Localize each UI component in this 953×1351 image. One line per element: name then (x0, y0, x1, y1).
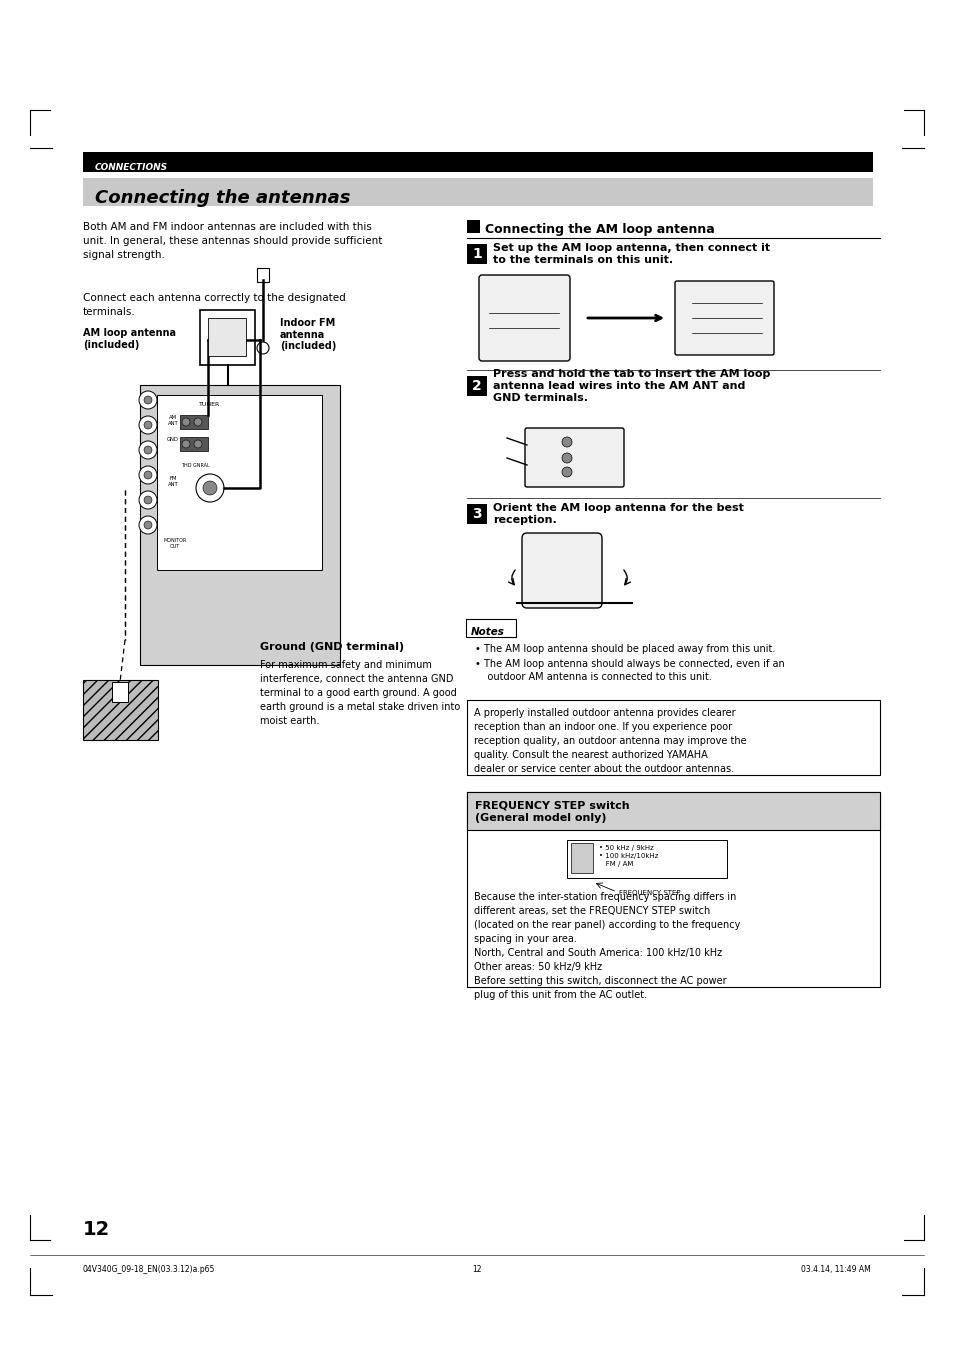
FancyBboxPatch shape (524, 428, 623, 486)
Text: 1: 1 (472, 247, 481, 261)
Bar (140, 385, 339, 665)
Text: Indoor FM
antenna
(included): Indoor FM antenna (included) (280, 317, 336, 351)
Text: 12: 12 (83, 1220, 111, 1239)
Text: Ground (GND terminal): Ground (GND terminal) (260, 642, 404, 653)
FancyBboxPatch shape (465, 619, 516, 638)
Bar (112, 682, 128, 703)
Text: 12: 12 (472, 1265, 481, 1274)
Circle shape (139, 466, 157, 484)
Circle shape (144, 521, 152, 530)
FancyBboxPatch shape (478, 276, 569, 361)
Circle shape (193, 440, 202, 449)
Bar (180, 436, 208, 451)
Bar (208, 317, 246, 357)
Bar (200, 309, 254, 365)
Circle shape (139, 390, 157, 409)
FancyBboxPatch shape (675, 281, 773, 355)
Circle shape (144, 422, 152, 430)
Bar (467, 792, 879, 988)
Circle shape (139, 516, 157, 534)
Circle shape (139, 440, 157, 459)
Circle shape (182, 417, 190, 426)
Text: Press and hold the tab to insert the AM loop
antenna lead wires into the AM ANT : Press and hold the tab to insert the AM … (493, 369, 770, 403)
Text: For maximum safety and minimum
interference, connect the antenna GND
terminal to: For maximum safety and minimum interfere… (260, 661, 459, 725)
Text: • The AM loop antenna should always be connected, even if an
    outdoor AM ante: • The AM loop antenna should always be c… (475, 659, 784, 682)
Text: • 50 kHz / 9kHz
• 100 kHz/10kHz
   FM / AM: • 50 kHz / 9kHz • 100 kHz/10kHz FM / AM (598, 844, 658, 867)
Circle shape (193, 417, 202, 426)
Text: Connect each antenna correctly to the designated
terminals.: Connect each antenna correctly to the de… (83, 293, 345, 317)
Bar (467, 700, 879, 775)
Text: FREQUENCY STEP switch
(General model only): FREQUENCY STEP switch (General model onl… (475, 801, 629, 823)
Text: 03.4.14, 11:49 AM: 03.4.14, 11:49 AM (801, 1265, 870, 1274)
Text: 04V340G_09-18_EN(03.3.12)a.p65: 04V340G_09-18_EN(03.3.12)a.p65 (83, 1265, 215, 1274)
Text: AM loop antenna
(included): AM loop antenna (included) (83, 328, 175, 350)
Text: MONITOR
OUT: MONITOR OUT (163, 538, 187, 549)
Text: 3: 3 (472, 507, 481, 521)
Text: A properly installed outdoor antenna provides clearer
reception than an indoor o: A properly installed outdoor antenna pro… (474, 708, 746, 774)
Bar (467, 504, 486, 524)
FancyBboxPatch shape (521, 534, 601, 608)
Text: Orient the AM loop antenna for the best
reception.: Orient the AM loop antenna for the best … (493, 503, 743, 524)
Circle shape (256, 342, 269, 354)
Bar (83, 680, 158, 740)
Text: 2: 2 (472, 380, 481, 393)
Text: GND: GND (167, 436, 179, 442)
Text: Both AM and FM indoor antennas are included with this
unit. In general, these an: Both AM and FM indoor antennas are inclu… (83, 222, 382, 259)
Bar (566, 840, 726, 878)
Circle shape (182, 440, 190, 449)
Bar (467, 220, 479, 232)
Text: CONNECTIONS: CONNECTIONS (95, 162, 168, 172)
Bar (157, 394, 322, 570)
Text: FREQUENCY STEP: FREQUENCY STEP (618, 890, 679, 896)
Circle shape (144, 471, 152, 480)
Circle shape (144, 496, 152, 504)
Bar (180, 415, 208, 430)
Text: AM
ANT: AM ANT (168, 415, 178, 426)
Text: Because the inter-station frequency spacing differs in
different areas, set the : Because the inter-station frequency spac… (474, 892, 740, 1000)
Circle shape (195, 474, 224, 503)
Circle shape (561, 467, 572, 477)
Text: Notes: Notes (471, 627, 504, 638)
Circle shape (561, 453, 572, 463)
Text: • The AM loop antenna should be placed away from this unit.: • The AM loop antenna should be placed a… (475, 644, 775, 654)
Bar (467, 792, 879, 830)
Bar (83, 153, 872, 172)
Bar (467, 245, 486, 263)
Text: Connecting the antennas: Connecting the antennas (95, 189, 350, 207)
Circle shape (139, 490, 157, 509)
Text: FM
ANT: FM ANT (168, 476, 178, 486)
Bar (571, 843, 593, 873)
Text: Connecting the AM loop antenna: Connecting the AM loop antenna (484, 223, 714, 236)
Text: Set up the AM loop antenna, then connect it
to the terminals on this unit.: Set up the AM loop antenna, then connect… (493, 243, 769, 265)
Circle shape (561, 436, 572, 447)
Circle shape (144, 446, 152, 454)
Text: TUNER: TUNER (199, 403, 220, 407)
Text: THD GNRAL: THD GNRAL (180, 463, 209, 467)
Circle shape (203, 481, 216, 494)
Bar (83, 178, 872, 205)
Bar (467, 376, 486, 396)
Circle shape (139, 416, 157, 434)
Bar (256, 267, 269, 282)
Circle shape (144, 396, 152, 404)
